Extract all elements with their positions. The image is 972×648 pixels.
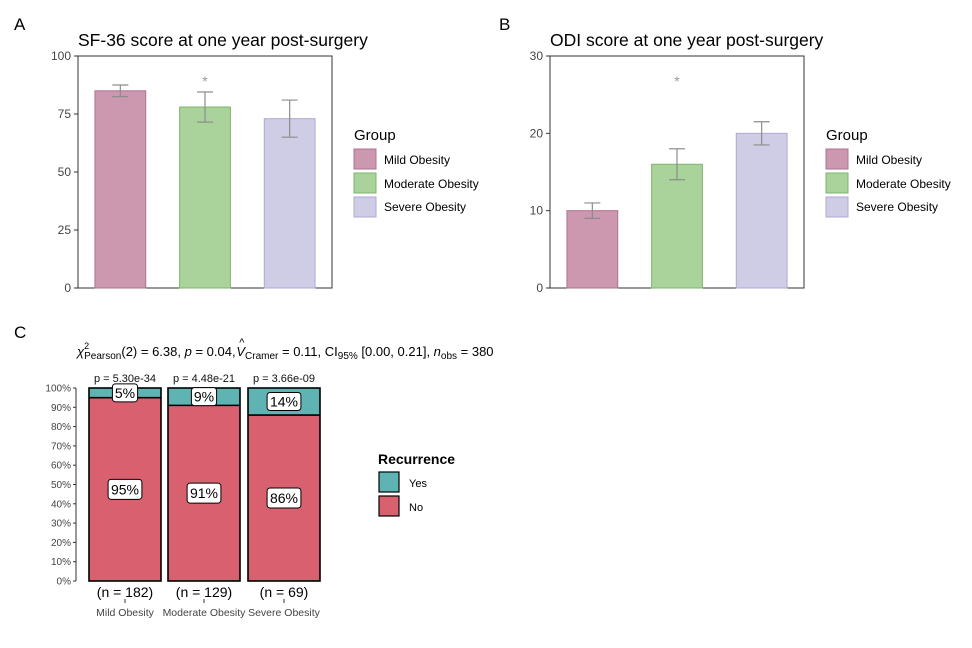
stat-chi-sub: Pearson	[84, 351, 121, 362]
panel-a-bar-moderate	[179, 106, 231, 289]
stat-part-3: = 0.11, CI	[278, 344, 337, 359]
panel-c-yes-label-box	[266, 392, 302, 412]
panel-b-significance-star: *	[674, 73, 680, 89]
panel-c-ytick-label: 80%	[51, 422, 71, 433]
panel-c-no-label-box	[107, 478, 143, 500]
panel-c-legend-label-yes: Yes	[409, 478, 427, 490]
panel-c-pvalue-label: p = 3.66e-09	[253, 373, 315, 385]
panel-a-legend-swatch-severe	[353, 196, 377, 218]
panel-a-ytick-label: 100	[51, 49, 71, 63]
panel-a-bar-severe	[263, 118, 316, 289]
panel-b-legend-swatch-mild	[825, 148, 849, 170]
panel-c-category-label: Moderate Obesity	[163, 607, 247, 619]
stat-part-1: (2) = 6.38,	[121, 344, 184, 359]
panel-b-legend-swatch-moderate	[825, 172, 849, 194]
panel-c-ytick-label: 0%	[57, 577, 72, 588]
panel-c-yes-label: 14%	[270, 394, 298, 410]
panel-c-no-label: 91%	[190, 485, 218, 501]
stat-p-label: p	[184, 344, 192, 359]
panel-c-n-label: (n = 182)	[97, 584, 153, 600]
panel-b-legend-swatch-severe	[825, 196, 849, 218]
panel-c-bar-outline	[247, 387, 321, 582]
panel-b-ytick-label: 10	[530, 204, 544, 218]
panel-a-bar-mild	[94, 90, 147, 289]
panel-a-title: SF-36 score at one year post-surgery	[78, 30, 368, 50]
stat-v-label: V	[236, 344, 246, 359]
panel-b-bar-mild	[566, 210, 619, 289]
panel-c-yes-label-box	[111, 383, 139, 403]
panel-c-ytick-label: 70%	[51, 441, 71, 452]
panel-a-ytick-label: 25	[58, 223, 72, 237]
panel-b-ytick-label: 30	[530, 49, 544, 63]
panel-c-ytick-label: 90%	[51, 403, 71, 414]
panel-c-pvalue-label: p = 4.48e-21	[173, 373, 235, 385]
panel-c-pvalue-label: p = 5.30e-34	[94, 373, 156, 385]
panel-c-ytick-label: 10%	[51, 557, 71, 568]
panel-c-yes-label: 9%	[194, 389, 214, 405]
panel-c-no-label-box	[186, 482, 222, 504]
panel-c-legend-swatch-yes	[378, 471, 400, 493]
panel-c-legend-swatch-no	[378, 495, 400, 517]
panel-c-yes-label-box	[190, 387, 218, 407]
panel-c-no-label: 95%	[111, 481, 139, 497]
panel-b-title: ODI score at one year post-surgery	[550, 30, 824, 50]
panel-c-ytick-label: 50%	[51, 480, 71, 491]
panel-b-ytick-label: 0	[536, 281, 543, 295]
panel-a-ytick-label: 0	[64, 281, 71, 295]
panel-b-legend-label-moderate: Moderate Obesity	[856, 177, 951, 191]
panel-c-ytick-label: 40%	[51, 499, 71, 510]
panel-a-legend-label-mild: Mild Obesity	[384, 153, 450, 167]
panel-b-legend-label-severe: Severe Obesity	[856, 200, 938, 214]
panel-c-legend-label-no: No	[409, 502, 423, 514]
panel-b-chart: ODI score at one year post-surgery 0 10 20…	[530, 30, 951, 295]
panel-c-ytick-label: 60%	[51, 461, 71, 472]
panel-a-chart: SF-36 score at one year post-surgery 0 25…	[51, 30, 479, 295]
panel-label-b: B	[499, 15, 510, 34]
panel-c-no-label-box	[266, 487, 302, 509]
stat-part-5: = 380	[457, 344, 494, 359]
panel-a-significance-star: *	[202, 73, 208, 89]
stat-ci-sub: 95%	[338, 351, 358, 362]
panel-c-category-label: Mild Obesity	[96, 607, 155, 619]
panel-label-a: A	[14, 15, 26, 34]
stat-part-4: [0.00, 0.21],	[358, 344, 434, 359]
panel-c-ytick-label: 20%	[51, 538, 71, 549]
panel-a-legend-title: Group	[354, 127, 396, 144]
panel-b-bar-severe	[735, 132, 788, 289]
panel-b-bar-moderate	[651, 163, 703, 289]
panel-c-stat-line: χ2 Pearson(2) = 6.38, p = 0.04, ^ VCramer …	[76, 337, 494, 362]
panel-b-legend-title: Group	[826, 127, 868, 144]
stat-v-hat: ^	[239, 337, 245, 349]
panel-a-legend-label-severe: Severe Obesity	[384, 200, 466, 214]
panel-a-ytick-label: 50	[58, 165, 72, 179]
stat-chi-sup: 2	[84, 341, 89, 351]
stat-n-label: n	[434, 344, 441, 359]
panel-c-category-label: Severe Obesity	[248, 607, 321, 619]
panel-c-yes-label: 5%	[115, 385, 135, 401]
stat-chi: χ	[76, 344, 85, 359]
panel-a-legend-label-moderate: Moderate Obesity	[384, 177, 479, 191]
panel-c-ytick-label: 30%	[51, 519, 71, 530]
stat-part-2: = 0.04,	[192, 344, 239, 359]
panel-c-legend-title: Recurrence	[378, 451, 455, 467]
panel-c-n-label: (n = 69)	[260, 584, 309, 600]
panel-a-ytick-label: 75	[58, 107, 72, 121]
stat-v-sub: Cramer	[245, 351, 279, 362]
panel-b-legend-label-mild: Mild Obesity	[856, 153, 922, 167]
panel-c-ytick-label: 100%	[45, 384, 71, 395]
panel-a-legend-swatch-moderate	[353, 172, 377, 194]
panel-label-c: C	[14, 323, 26, 342]
panel-a-legend-swatch-mild	[353, 148, 377, 170]
panel-c-no-label: 86%	[270, 490, 298, 506]
panel-c-n-label: (n = 129)	[176, 584, 232, 600]
stat-n-sub: obs	[441, 351, 457, 362]
panel-c-chart: χ2 Pearson(2) = 6.38, p = 0.04, ^ VCramer …	[45, 337, 493, 619]
panel-b-ytick-label: 20	[530, 126, 544, 140]
